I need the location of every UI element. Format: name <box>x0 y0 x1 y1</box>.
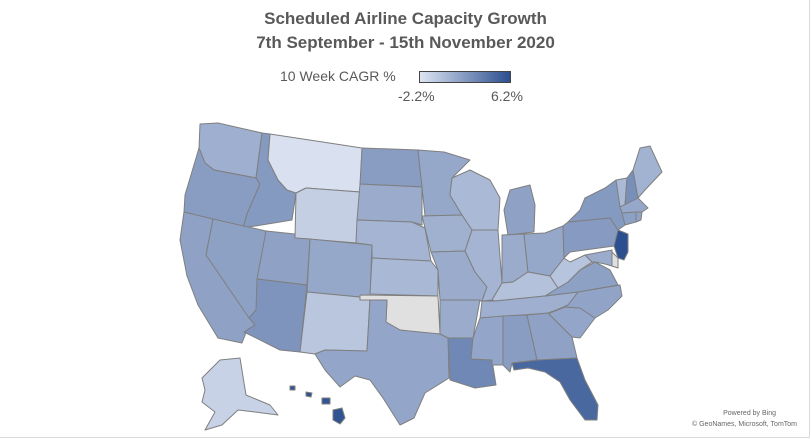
state-ND[interactable] <box>359 147 423 188</box>
legend-color-scale <box>419 71 511 83</box>
state-RI[interactable] <box>635 211 643 223</box>
state-NM[interactable] <box>299 291 371 355</box>
state-NJ[interactable] <box>613 229 629 261</box>
legend-max-label: 6.2% <box>491 88 523 104</box>
state-MA[interactable] <box>619 197 649 214</box>
state-HI-maui[interactable] <box>321 397 331 405</box>
state-WY[interactable] <box>294 187 361 244</box>
legend-label: 10 Week CAGR % <box>280 68 396 84</box>
state-SD[interactable] <box>356 183 423 226</box>
state-HI-oahu[interactable] <box>305 391 313 398</box>
state-KS[interactable] <box>369 257 439 297</box>
state-HI-kauai[interactable] <box>289 385 296 391</box>
state-CO[interactable] <box>306 238 373 299</box>
map-copyright: © GeoNames, Microsoft, TomTom <box>692 421 797 428</box>
chart-title-line2: 7th September - 15th November 2020 <box>256 33 555 52</box>
state-CT[interactable] <box>621 211 637 226</box>
state-AZ[interactable] <box>243 278 308 353</box>
state-AK[interactable] <box>201 357 279 431</box>
state-NC[interactable] <box>549 284 623 319</box>
state-ME[interactable] <box>632 145 663 199</box>
state-MT[interactable] <box>267 133 363 194</box>
powered-by-bing: Powered by Bing <box>723 410 776 417</box>
state-HI-big-island[interactable] <box>332 407 346 425</box>
state-FL[interactable] <box>511 357 599 421</box>
state-UT[interactable] <box>256 230 311 286</box>
state-MD[interactable] <box>584 249 613 267</box>
state-AR[interactable] <box>439 299 481 339</box>
chart-title-line1: Scheduled Airline Capacity Growth <box>264 9 547 28</box>
state-IA[interactable] <box>421 214 473 253</box>
legend-min-label: -2.2% <box>398 88 435 104</box>
state-MI[interactable] <box>503 184 536 236</box>
